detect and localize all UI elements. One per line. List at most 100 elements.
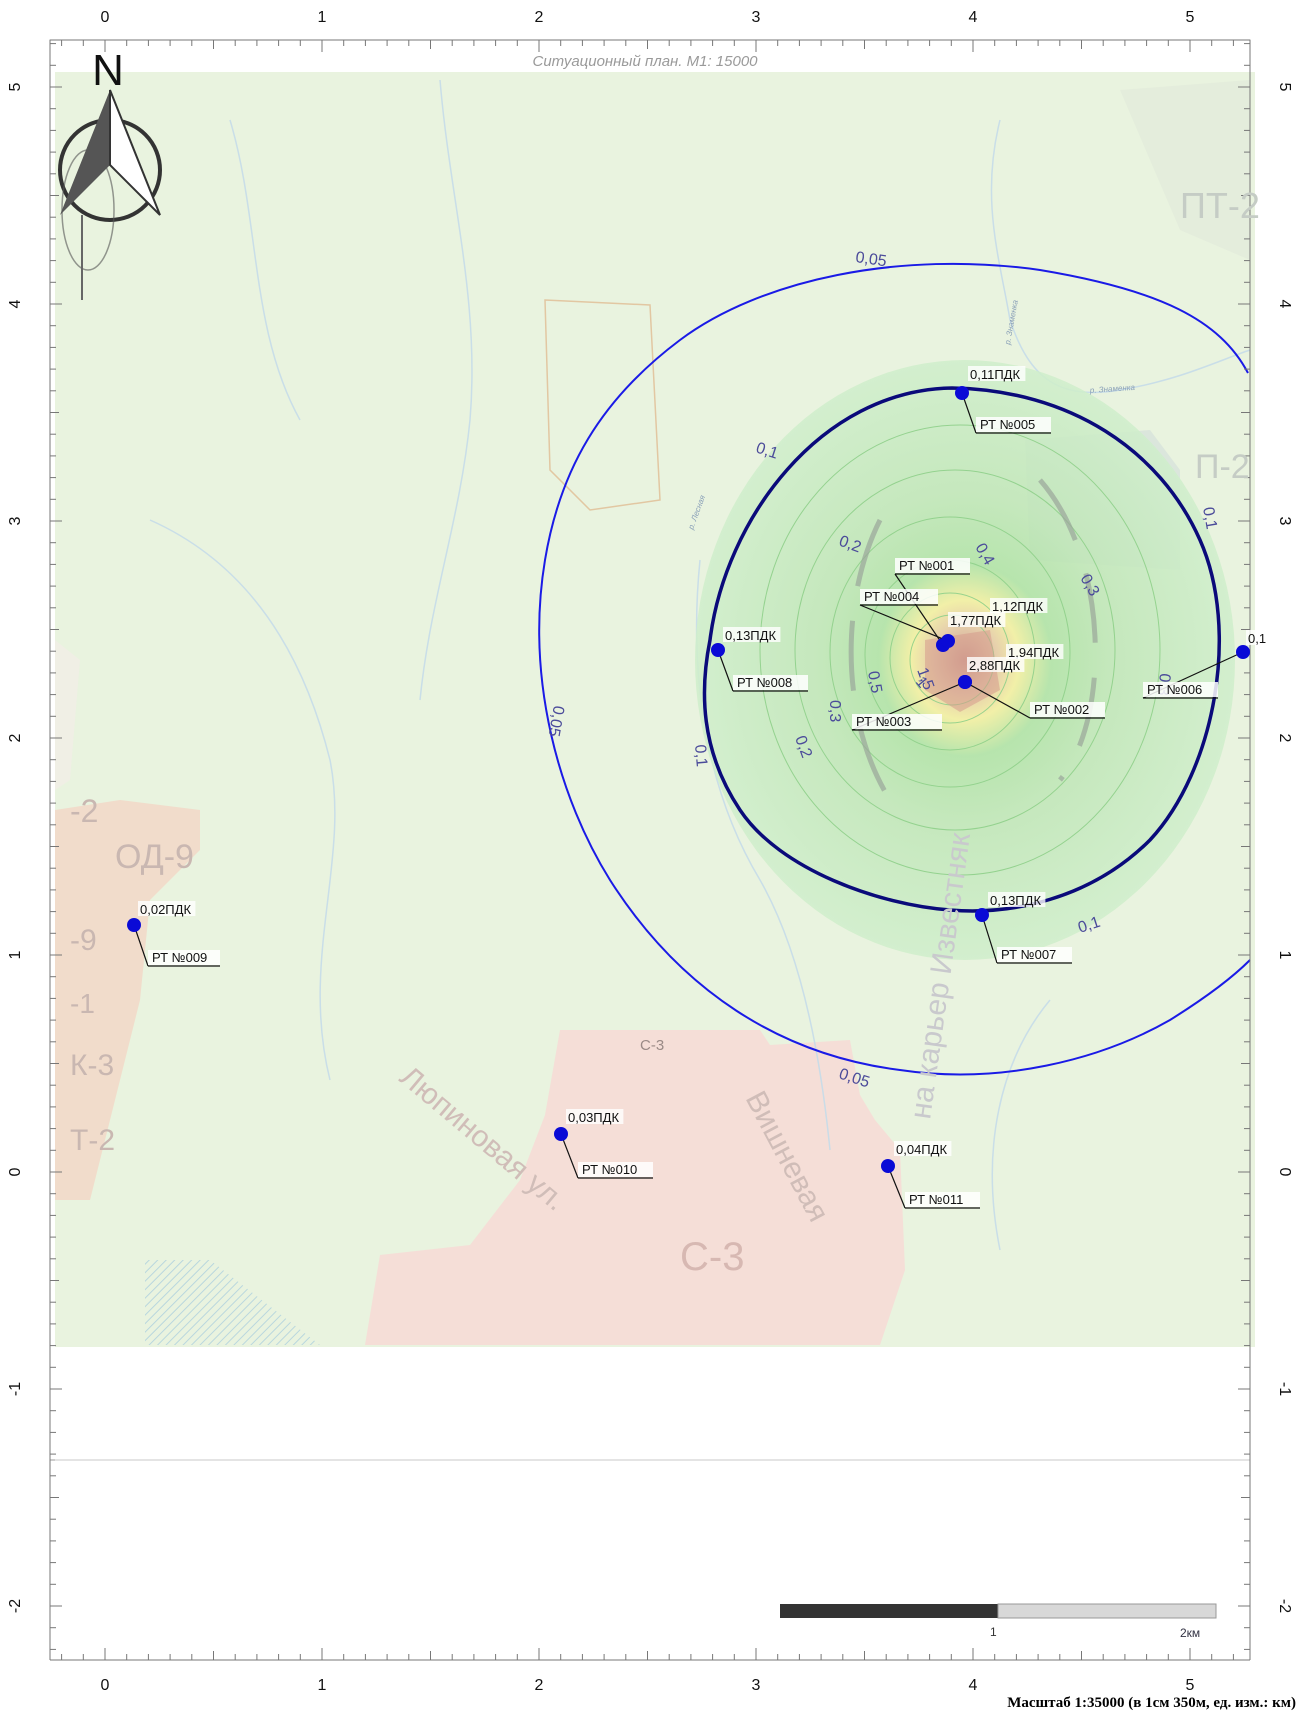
zone-left-edge (55, 800, 200, 1200)
receptor-value: 0,03ПДК (568, 1110, 619, 1125)
receptor-id: РТ №010 (582, 1162, 637, 1177)
receptor-point[interactable]: РТ №004 1,77ПДК (859, 589, 1006, 648)
receptor-dot[interactable] (554, 1127, 568, 1141)
zone-residential-c3 (365, 1030, 905, 1345)
receptor-point[interactable]: РТ №009 0,02ПДК (127, 901, 220, 967)
zone-label: К-3 (70, 1049, 114, 1082)
receptor-id: РТ №006 (1147, 682, 1202, 697)
axis-x-tick-bottom: 2 (535, 1677, 544, 1694)
axis-y-tick-left: -2 (7, 1599, 24, 1613)
axis-x-tick-top: 0 (101, 9, 110, 26)
receptor-point[interactable]: РТ №007 0,13ПДК (975, 892, 1072, 964)
receptor-id: РТ №009 (152, 950, 207, 965)
receptor-point[interactable]: РТ №006 0,1 (1142, 630, 1271, 699)
axis-x-tick-bottom: 0 (101, 1677, 110, 1694)
scale-caption: Масштаб 1:35000 (в 1см 350м, ед. изм.: к… (1007, 1695, 1296, 1711)
scalebar-mid-label: 1 (990, 1625, 997, 1639)
receptor-value: 0,1 (1248, 631, 1266, 646)
contour-label: 0,1 (1199, 506, 1220, 531)
zone-label: С-3 (680, 1235, 744, 1279)
axis-ticks: 0 0 1 1 2 2 3 3 4 4 5 5 5 5 4 4 3 3 2 2 1 1 0 0 -1 -1 -2 -2 (7, 9, 1293, 1694)
zone-label: ПТ-2 (1180, 185, 1260, 226)
axis-x-tick-top: 5 (1186, 9, 1195, 26)
north-label: N (92, 46, 124, 95)
receptor-point[interactable]: РТ №003 2,88ПДК (851, 657, 1025, 731)
axis-y-tick-right: 4 (1276, 300, 1293, 309)
scalebar: 1 2км (780, 1603, 1217, 1640)
contour-label: 0,05 (545, 704, 567, 738)
axis-y-tick-right: 3 (1276, 517, 1293, 526)
receptor-id: РТ №011 (909, 1192, 963, 1207)
receptor-value: 1,94ПДК (1008, 645, 1059, 660)
river-label: р. Знаменка (1089, 383, 1136, 395)
receptor-id: РТ №005 (980, 417, 1035, 432)
axis-y-tick-left: 2 (7, 733, 24, 742)
receptor-id: РТ №004 (864, 589, 919, 604)
axis-y-tick-left: 1 (7, 950, 24, 959)
axis-y-tick-right: 2 (1276, 734, 1293, 743)
receptor-value: 0,13ПДК (990, 893, 1041, 908)
contour-label: 0,1 (754, 440, 781, 463)
scalebar-end-label: 2км (1180, 1626, 1200, 1640)
axis-y-tick-left: 0 (7, 1167, 24, 1176)
axis-x-tick-top: 4 (969, 9, 978, 26)
zone-label: П-2 (1195, 448, 1250, 486)
quarry-outline (848, 478, 1098, 802)
axis-y-tick-right: 1 (1276, 951, 1293, 960)
isoline-0-05 (538, 262, 1251, 1076)
receptor-value: 1,12ПДК (992, 599, 1043, 614)
isoline-0-1 (702, 386, 1221, 913)
receptor-id: РТ №008 (737, 675, 792, 690)
receptor-point[interactable]: РТ №010 0,03ПДК (554, 1109, 653, 1179)
contour-label: 0,1 (1076, 914, 1103, 937)
axis-x-tick-bottom: 4 (969, 1677, 978, 1694)
receptor-dot[interactable] (881, 1159, 895, 1173)
axis-y-tick-left: -1 (7, 1382, 24, 1396)
zone-label: ОД-9 (115, 838, 194, 876)
plan-title: Ситуационный план. М1: 15000 (532, 53, 758, 70)
contour-label: 0,05 (854, 249, 887, 270)
axis-y-tick-left: 4 (7, 299, 24, 308)
zone-label: -2 (70, 793, 98, 829)
zone-label: -9 (70, 924, 97, 957)
receptor-value: 0,04ПДК (896, 1142, 947, 1157)
receptor-id: РТ №003 (856, 714, 911, 729)
north-arrow: N (58, 46, 162, 300)
receptor-id: РТ №002 (1034, 702, 1089, 717)
contour-label: 1,5 (913, 666, 937, 693)
receptor-point[interactable]: РТ №005 0,11ПДК (955, 366, 1051, 434)
axis-x-tick-top: 2 (535, 9, 544, 26)
axis-x-tick-bottom: 5 (1186, 1677, 1195, 1694)
receptor-id: РТ №001 (899, 558, 954, 573)
receptor-points: РТ №001 1,12ПДК РТ №002 1,94ПДК РТ №003 2,88П… (127, 366, 1271, 1209)
receptor-point[interactable]: РТ №002 1,94ПДК (958, 644, 1105, 719)
axis-y-tick-right: 5 (1276, 83, 1293, 92)
axis-y-tick-left: 3 (7, 516, 24, 525)
axis-x-tick-top: 1 (318, 9, 327, 26)
receptor-dot[interactable] (127, 918, 141, 932)
axis-x-tick-top: 3 (752, 9, 761, 26)
receptor-dot[interactable] (975, 908, 989, 922)
zone-label: Т-2 (70, 1124, 115, 1157)
receptor-dot[interactable] (711, 643, 725, 657)
contour-label: 0,3 (826, 700, 843, 722)
receptor-point[interactable]: РТ №008 0,13ПДК (711, 627, 808, 692)
receptor-dot[interactable] (941, 634, 955, 648)
receptor-dot[interactable] (955, 386, 969, 400)
receptor-point[interactable]: РТ №011 0,04ПДК (881, 1141, 980, 1209)
axis-y-tick-right: -2 (1276, 1599, 1293, 1613)
receptor-dot[interactable] (958, 675, 972, 689)
contour-label: 0,1 (691, 744, 710, 768)
contour-label: 0,2 (791, 734, 815, 761)
axis-y-tick-left: 5 (7, 82, 24, 91)
receptor-value: 0,11ПДК (970, 367, 1020, 382)
receptor-dot[interactable] (1236, 645, 1250, 659)
receptor-id: РТ №007 (1001, 947, 1056, 962)
axis-x-tick-bottom: 1 (318, 1677, 327, 1694)
contour-label: 0,5 (864, 670, 885, 695)
water-area (145, 1260, 320, 1345)
zone-label: С-3 (640, 1037, 664, 1054)
receptor-value: 0,02ПДК (140, 902, 191, 917)
